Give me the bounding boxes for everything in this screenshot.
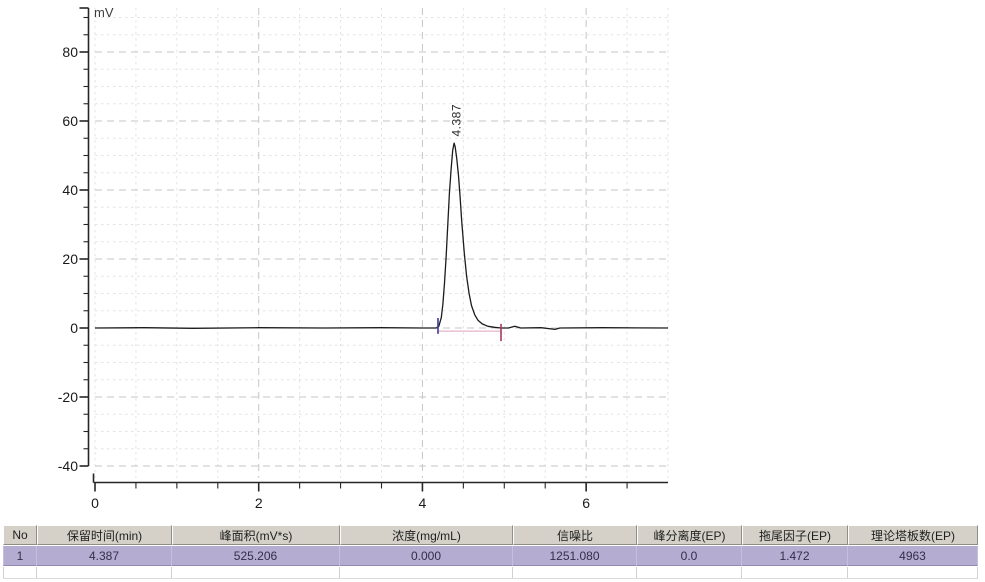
table-header-row: No 保留时间(min) 峰面积(mV*s) 浓度(mg/mL) 信噪比 峰分离…: [3, 525, 978, 545]
cell-concentration[interactable]: 0.000: [340, 546, 513, 566]
y-axis-unit-label: mV: [94, 5, 114, 20]
y-tick-label: 20: [62, 251, 78, 267]
y-tick-label: -20: [58, 389, 78, 405]
cell-retention[interactable]: 4.387: [37, 546, 172, 566]
column-header-resolution[interactable]: 峰分离度(EP): [637, 525, 742, 545]
x-tick-label: 6: [582, 495, 590, 511]
cell-snr[interactable]: 1251.080: [513, 546, 637, 566]
table-empty-row: [3, 567, 978, 579]
cell-peak-area[interactable]: 525.206: [172, 546, 340, 566]
y-tick-label: 0: [70, 320, 78, 336]
x-tick-label: 0: [91, 495, 99, 511]
column-header-concentration[interactable]: 浓度(mg/mL): [340, 525, 513, 545]
column-header-retention[interactable]: 保留时间(min): [37, 525, 172, 545]
cell-tailing[interactable]: 1.472: [742, 546, 848, 566]
column-header-snr[interactable]: 信噪比: [513, 525, 637, 545]
y-tick-label: 40: [62, 182, 78, 198]
column-header-tailing[interactable]: 拖尾因子(EP): [742, 525, 848, 545]
cell-resolution[interactable]: 0.0: [637, 546, 742, 566]
column-header-peak-area[interactable]: 峰面积(mV*s): [172, 525, 340, 545]
cell-no[interactable]: 1: [3, 546, 37, 566]
cell-plates[interactable]: 4963: [848, 546, 978, 566]
peak-retention-time-annotation: 4.387: [449, 103, 464, 137]
y-tick-label: 60: [62, 113, 78, 129]
y-tick-label: 80: [62, 44, 78, 60]
table-row-selected[interactable]: 1 4.387 525.206 0.000 1251.080 0.0 1.472…: [3, 546, 978, 566]
x-tick-label: 4: [419, 495, 427, 511]
chromatogram-plot[interactable]: 80 60 40 20 0 -20 -40 0 2 4 6: [0, 0, 985, 522]
trace-line: [94, 142, 669, 331]
peak-results-table[interactable]: No 保留时间(min) 峰面积(mV*s) 浓度(mg/mL) 信噪比 峰分离…: [3, 525, 978, 579]
x-tick-label: 2: [255, 495, 263, 511]
y-tick-label: -40: [58, 458, 78, 474]
column-header-no[interactable]: No: [3, 525, 37, 545]
column-header-plates[interactable]: 理论塔板数(EP): [848, 525, 978, 545]
